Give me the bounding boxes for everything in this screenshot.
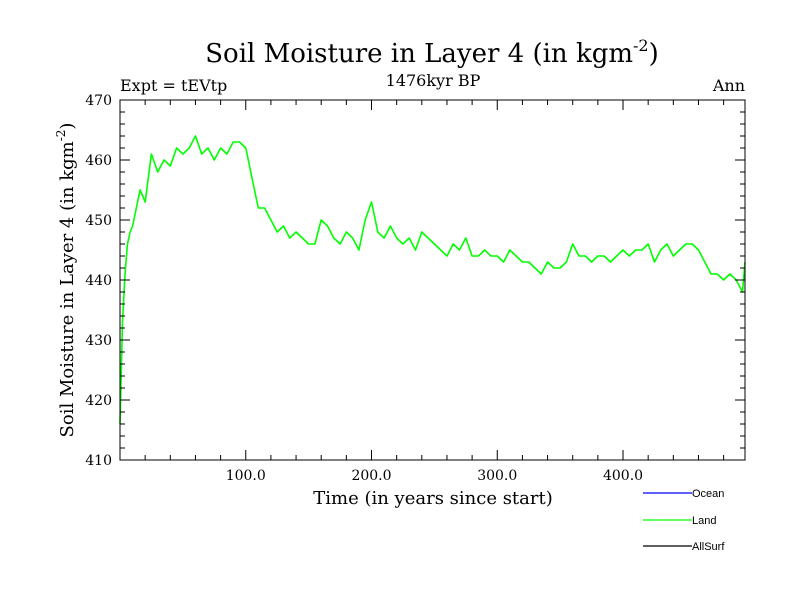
y-tick-label: 420 xyxy=(85,393,112,409)
y-tick-label: 430 xyxy=(85,333,112,349)
y-axis-label: Soil Moisture in Layer 4 (in kgm-2) xyxy=(54,123,78,438)
legend-label-land: Land xyxy=(692,515,716,527)
x-tick-labels: 100.0 200.0 300.0 400.0 xyxy=(226,468,643,484)
y-tick-labels: 410 420 430 440 450 460 470 xyxy=(85,93,112,469)
y-axis-label-sup: -2 xyxy=(54,130,68,142)
y-axis-label-main: Soil Moisture in Layer 4 (in kgm xyxy=(57,141,78,437)
subtitle-period: 1476kyr BP xyxy=(386,71,481,90)
chart-title: Soil Moisture in Layer 4 (in kgm-2) xyxy=(205,36,659,69)
y-tick-label: 410 xyxy=(85,453,112,469)
legend-label-ocean: Ocean xyxy=(692,488,724,500)
chart-title-main: Soil Moisture in Layer 4 (in kgm xyxy=(205,39,633,69)
x-tick-label: 100.0 xyxy=(226,468,266,484)
x-axis-label: Time (in years since start) xyxy=(313,488,553,509)
y-tick-label: 440 xyxy=(85,273,112,289)
chart-title-close: ) xyxy=(649,39,659,69)
plot-frame xyxy=(119,99,746,461)
y-tick-label: 450 xyxy=(85,213,112,229)
x-tick-label: 400.0 xyxy=(603,468,643,484)
subtitle-season: Ann xyxy=(712,76,745,95)
legend-label-allsurf: AllSurf xyxy=(692,541,725,553)
y-axis-label-close: ) xyxy=(57,123,78,130)
legend: Ocean Land AllSurf xyxy=(643,488,725,553)
chart-title-sup: -2 xyxy=(633,36,649,55)
y-tick-label: 460 xyxy=(85,153,112,169)
tick-layer xyxy=(120,99,745,461)
x-tick-label: 200.0 xyxy=(351,468,391,484)
series-line-land xyxy=(119,135,746,425)
series-layer xyxy=(119,135,746,425)
subtitle-experiment: Expt = tEVtp xyxy=(120,76,227,95)
x-tick-label: 300.0 xyxy=(477,468,517,484)
y-tick-label: 470 xyxy=(85,93,112,109)
